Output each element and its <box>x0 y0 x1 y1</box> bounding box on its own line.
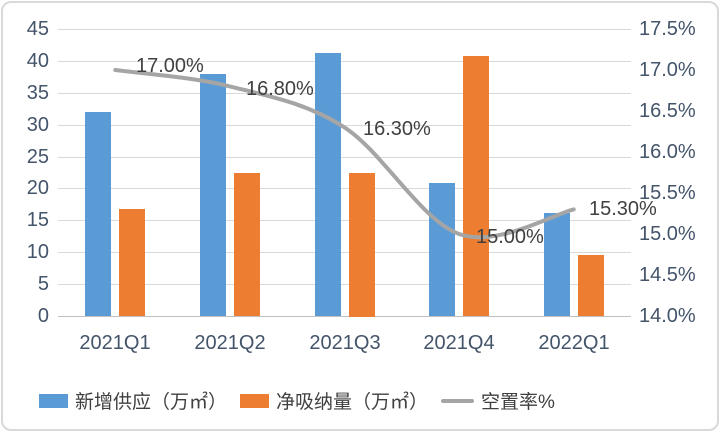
gridline <box>58 252 631 253</box>
line-point-label: 16.30% <box>363 118 431 140</box>
x-axis-tick-label: 2021Q2 <box>194 332 266 354</box>
y2-axis-tick-label: 15.0% <box>639 223 696 245</box>
legend-label: 净吸纳量（万㎡） <box>276 392 429 413</box>
legend-label: 新增供应（万㎡） <box>75 392 228 413</box>
y-axis-tick-label: 10 <box>26 241 49 263</box>
bar-new-supply <box>200 74 226 316</box>
y2-axis-tick-label: 14.0% <box>639 305 696 327</box>
gridline <box>58 125 631 126</box>
bar-new-supply <box>429 183 455 316</box>
x-axis-tick-label: 2021Q1 <box>79 332 151 354</box>
legend-bar-swatch-icon <box>39 393 68 408</box>
x-axis-line <box>58 316 631 317</box>
vacancy-rate-line <box>113 68 576 240</box>
y2-axis-tick-label: 15.5% <box>639 182 696 204</box>
legend-label: 空置率% <box>481 392 555 413</box>
gridline <box>58 61 631 62</box>
legend-bar-swatch-icon <box>240 393 270 408</box>
legend-item-net-absorption: 净吸纳量（万㎡） <box>240 387 428 414</box>
bar-net-absorption <box>463 56 489 316</box>
y-axis-tick-label: 20 <box>26 177 49 199</box>
x-axis-tick-label: 2021Q4 <box>423 332 495 354</box>
gridline <box>58 284 631 285</box>
y-axis-tick-label: 35 <box>26 82 49 104</box>
line-point-label: 15.30% <box>589 198 657 220</box>
y2-axis-tick-label: 16.5% <box>639 100 696 122</box>
gridline <box>58 157 631 158</box>
bar-net-absorption <box>234 173 260 316</box>
y-axis-tick-label: 25 <box>26 146 49 168</box>
y-axis-tick-label: 0 <box>37 305 49 327</box>
bar-net-absorption <box>578 255 604 316</box>
bar-new-supply <box>544 213 570 316</box>
bar-new-supply <box>315 53 341 316</box>
line-point-label: 16.80% <box>246 78 314 100</box>
y2-axis-tick-label: 14.5% <box>639 264 696 286</box>
line-point-label: 17.00% <box>136 55 204 77</box>
bar-net-absorption <box>119 209 145 316</box>
bar-new-supply <box>85 112 111 316</box>
gridline <box>58 29 631 30</box>
x-axis-tick-label: 2021Q3 <box>309 332 381 354</box>
legend-line-swatch-icon <box>441 398 475 403</box>
line-point-label: 15.00% <box>476 226 544 248</box>
y-axis-tick-label: 45 <box>26 18 49 40</box>
gridline <box>58 188 631 189</box>
y2-axis-tick-label: 16.0% <box>639 141 696 163</box>
y-axis-tick-label: 30 <box>26 114 49 136</box>
y2-axis-tick-label: 17.5% <box>639 18 696 40</box>
legend: 新增供应（万㎡） 净吸纳量（万㎡） 空置率% <box>39 387 555 414</box>
x-axis-tick-label: 2022Q1 <box>538 332 610 354</box>
gridline <box>58 93 631 94</box>
legend-item-vacancy-rate: 空置率% <box>441 387 555 414</box>
y-axis-tick-label: 15 <box>26 209 49 231</box>
y-axis-tick-label: 5 <box>37 273 49 295</box>
y2-axis-tick-label: 17.0% <box>639 59 696 81</box>
legend-item-new-supply: 新增供应（万㎡） <box>39 387 227 414</box>
bar-net-absorption <box>349 173 375 317</box>
y-axis-tick-label: 40 <box>26 50 49 72</box>
